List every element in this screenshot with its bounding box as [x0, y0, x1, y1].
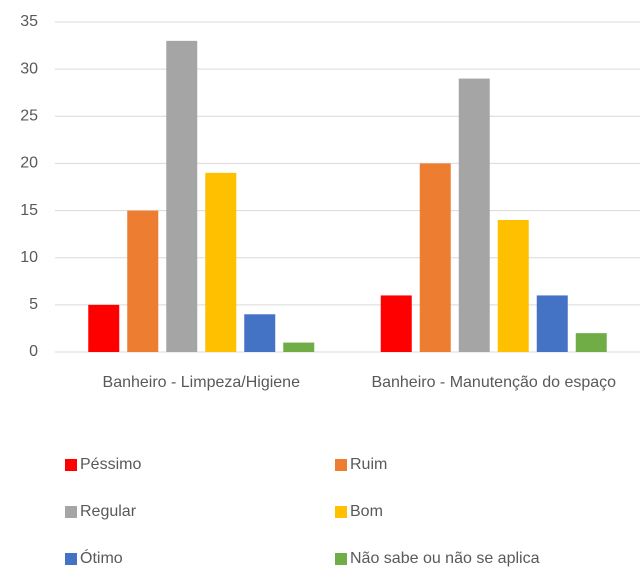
bar [419, 163, 451, 352]
y-tick-label: 30 [20, 60, 38, 77]
y-tick-label: 5 [29, 296, 38, 313]
legend-swatch [335, 553, 347, 565]
legend-swatch [335, 459, 347, 471]
y-tick-label: 15 [20, 202, 38, 219]
bar [88, 304, 120, 352]
y-tick-label: 0 [29, 343, 38, 360]
legend-label: Regular [80, 503, 137, 520]
bar [575, 333, 607, 352]
x-tick-label: Banheiro - Limpeza/Higiene [103, 374, 301, 391]
legend-swatch [65, 506, 77, 518]
bar [536, 295, 568, 352]
bar [458, 78, 490, 353]
legend-swatch [65, 459, 77, 471]
y-tick-label: 10 [20, 249, 38, 266]
legend-label: Não sabe ou não se aplica [350, 550, 540, 567]
bar [283, 342, 315, 352]
bar [380, 295, 412, 352]
bar [166, 40, 198, 352]
bar [497, 220, 529, 352]
y-tick-label: 25 [20, 108, 38, 125]
legend-swatch [65, 553, 77, 565]
legend-swatch [335, 506, 347, 518]
y-tick-label: 20 [20, 155, 38, 172]
bar [127, 210, 159, 352]
legend-label: Ruim [350, 456, 387, 473]
legend-label: Ótimo [80, 548, 123, 567]
x-tick-label: Banheiro - Manutenção do espaço [371, 374, 616, 391]
legend-label: Péssimo [80, 456, 141, 473]
bar [205, 172, 237, 352]
bar [244, 314, 276, 352]
y-tick-label: 35 [20, 13, 38, 30]
legend-label: Bom [350, 503, 383, 520]
